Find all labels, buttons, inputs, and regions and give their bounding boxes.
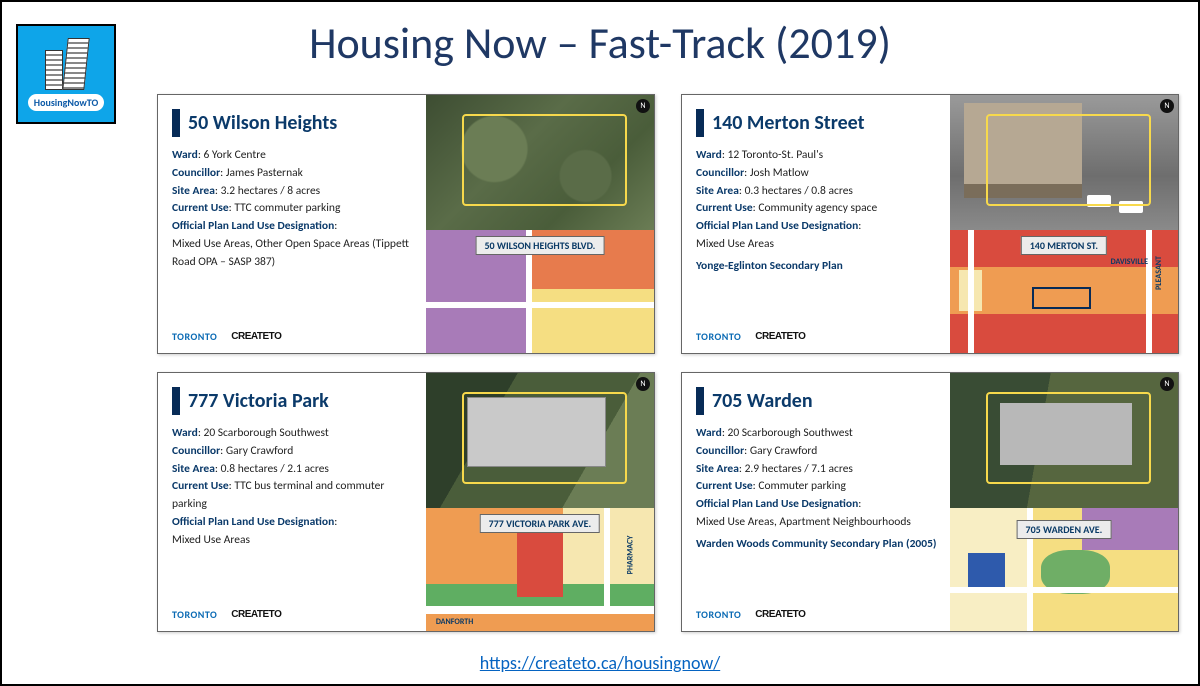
aerial-photo: N — [950, 373, 1178, 508]
toronto-logo: TORONTO — [696, 330, 741, 343]
toronto-logo: TORONTO — [172, 608, 217, 621]
site-card-merton: 140 Merton Street Ward: 12 Toronto-St. P… — [681, 94, 1179, 354]
site-title: 50 Wilson Heights — [188, 111, 337, 135]
map-label: PLEASANT — [1154, 256, 1164, 290]
page-title: Housing Now – Fast-Track (2019) — [2, 16, 1198, 70]
zoning-map: 777 VICTORIA PARK AVE. DANFORTH PHARMACY — [426, 508, 654, 631]
site-title: 705 Warden — [712, 389, 813, 413]
aerial-photo: N — [426, 95, 654, 230]
site-fields: Ward: 20 Scarborough Southwest Councillo… — [696, 425, 940, 554]
map-label: DAVISVILLE — [1111, 257, 1148, 267]
site-fields: Ward: 20 Scarborough Southwest Councillo… — [172, 425, 416, 550]
createto-logo: CREATETO — [231, 331, 281, 342]
createto-logo: CREATETO — [755, 331, 805, 342]
site-card-warden: 705 Warden Ward: 20 Scarborough Southwes… — [681, 372, 1179, 632]
map-banner: 140 MERTON ST. — [1021, 236, 1107, 255]
map-banner: 777 VICTORIA PARK AVE. — [480, 514, 601, 533]
site-card-victoria-park: 777 Victoria Park Ward: 20 Scarborough S… — [157, 372, 655, 632]
map-label: DANFORTH — [436, 617, 473, 627]
sites-grid: 50 Wilson Heights Ward: 6 York Centre Co… — [157, 94, 1179, 632]
zoning-map: 705 WARDEN AVE. — [950, 508, 1178, 631]
createto-logo: CREATETO — [755, 609, 805, 620]
aerial-photo: N — [426, 373, 654, 508]
footer-logos: TORONTO CREATETO — [172, 608, 416, 621]
accent-bar — [172, 109, 180, 137]
footer-logos: TORONTO CREATETO — [696, 608, 940, 621]
compass-icon: N — [1160, 377, 1174, 391]
toronto-logo: TORONTO — [696, 608, 741, 621]
site-fields: Ward: 6 York Centre Councillor: James Pa… — [172, 147, 416, 272]
accent-bar — [172, 387, 180, 415]
accent-bar — [696, 109, 704, 137]
compass-icon: N — [636, 377, 650, 391]
aerial-photo: N — [950, 95, 1178, 230]
zoning-map: 140 MERTON ST. DAVISVILLE PLEASANT — [950, 230, 1178, 353]
accent-bar — [696, 387, 704, 415]
map-banner: 50 WILSON HEIGHTS BLVD. — [475, 236, 604, 255]
map-banner: 705 WARDEN AVE. — [1017, 520, 1112, 539]
source-link-container: https://createto.ca/housingnow/ — [2, 652, 1198, 674]
createto-logo: CREATETO — [231, 609, 281, 620]
site-card-wilson-heights: 50 Wilson Heights Ward: 6 York Centre Co… — [157, 94, 655, 354]
compass-icon: N — [1160, 99, 1174, 113]
site-fields: Ward: 12 Toronto-St. Paul's Councillor: … — [696, 147, 940, 276]
footer-logos: TORONTO CREATETO — [172, 330, 416, 343]
compass-icon: N — [636, 99, 650, 113]
logo-label: HousingNowTO — [28, 94, 104, 111]
source-link[interactable]: https://createto.ca/housingnow/ — [480, 652, 720, 674]
site-title: 777 Victoria Park — [188, 389, 329, 413]
map-label: PHARMACY — [626, 536, 636, 575]
toronto-logo: TORONTO — [172, 330, 217, 343]
site-title: 140 Merton Street — [712, 111, 865, 135]
footer-logos: TORONTO CREATETO — [696, 330, 940, 343]
zoning-map: 50 WILSON HEIGHTS BLVD. — [426, 230, 654, 353]
